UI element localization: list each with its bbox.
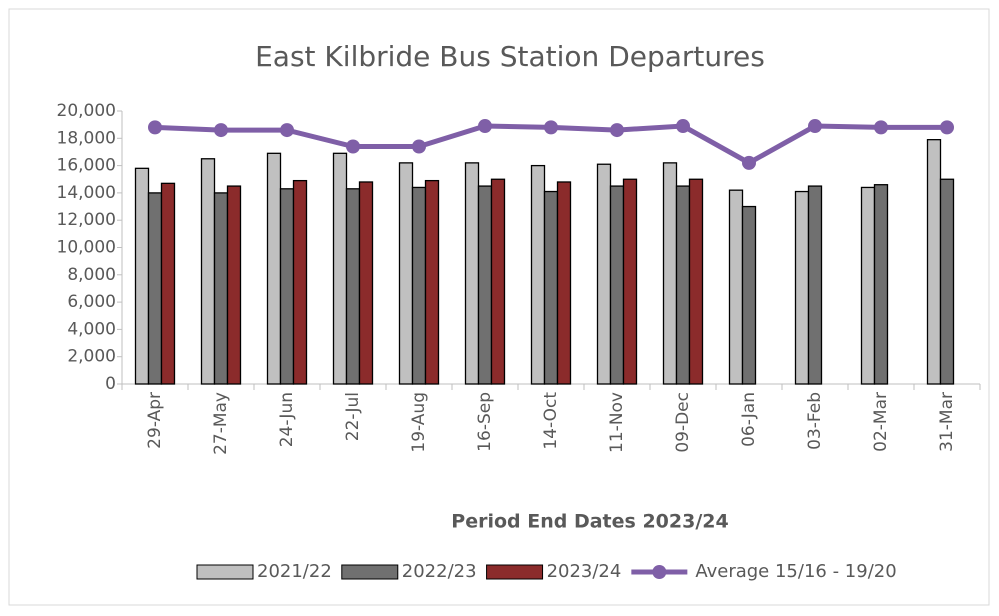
x-tick-label: 03-Feb — [805, 392, 825, 450]
x-tick-label: 06-Jan — [739, 392, 759, 447]
x-tick-label: 31-Mar — [937, 392, 957, 452]
bar — [675, 185, 691, 385]
bar — [688, 178, 704, 385]
bar — [358, 181, 374, 385]
bar — [662, 162, 678, 385]
y-tick-label: 14,000 — [57, 183, 116, 203]
bar — [609, 185, 625, 385]
bar — [147, 192, 163, 385]
line-marker — [742, 155, 756, 170]
y-tick-label: 2,000 — [67, 347, 116, 367]
bar — [200, 158, 216, 385]
bar — [728, 189, 744, 385]
bar — [134, 167, 150, 385]
bar — [160, 182, 176, 385]
line-marker — [808, 119, 822, 134]
y-tick-label: 12,000 — [57, 210, 116, 230]
x-axis-title: Period End Dates 2023/24 — [451, 511, 728, 533]
bar — [226, 185, 242, 385]
bar — [530, 164, 546, 385]
bar — [411, 186, 427, 385]
legend-swatch — [196, 564, 254, 580]
legend-label: 2022/23 — [402, 561, 477, 582]
bar — [213, 192, 229, 385]
bar — [794, 190, 810, 385]
x-tick-label: 02-Mar — [871, 392, 891, 452]
bar — [926, 139, 942, 385]
y-tick-label: 20,000 — [57, 101, 116, 121]
y-tick-label: 6,000 — [67, 292, 116, 312]
bar — [345, 188, 361, 385]
legend-swatch — [486, 564, 544, 580]
y-tick-label: 18,000 — [57, 128, 116, 148]
legend-label: 2021/22 — [257, 561, 332, 582]
x-tick-label: 11-Nov — [607, 392, 627, 453]
legend-marker — [652, 565, 667, 579]
bar — [939, 178, 955, 385]
line-marker — [610, 123, 624, 138]
x-tick-label: 14-Oct — [541, 392, 561, 450]
bar — [266, 152, 282, 385]
legend-label: 2023/24 — [547, 561, 622, 582]
line-marker — [478, 119, 492, 134]
line-marker — [148, 120, 162, 135]
line-marker — [676, 119, 690, 134]
bar — [279, 188, 295, 385]
y-tick-label: 8,000 — [67, 265, 116, 285]
y-tick-label: 4,000 — [67, 319, 116, 339]
x-tick-label: 09-Dec — [673, 392, 693, 453]
bar — [464, 162, 480, 385]
line-marker — [346, 139, 360, 154]
bar — [292, 179, 308, 385]
x-tick-label: 16-Sep — [475, 392, 495, 452]
line-marker — [214, 123, 228, 138]
x-tick-label: 27-May — [211, 392, 231, 455]
bar — [622, 178, 638, 385]
bar — [332, 152, 348, 385]
chart-title: East Kilbride Bus Station Departures — [255, 40, 765, 73]
x-tick-label: 19-Aug — [409, 392, 429, 453]
bar — [543, 190, 559, 385]
bar — [741, 205, 757, 385]
bar — [490, 178, 506, 385]
bar — [596, 163, 612, 385]
x-tick-label: 22-Jul — [343, 392, 363, 441]
bar — [556, 181, 572, 385]
line-marker — [940, 120, 954, 135]
x-tick-label: 24-Jun — [277, 392, 297, 447]
line-marker — [412, 139, 426, 154]
line-marker — [874, 120, 888, 135]
legend-label: Average 15/16 - 19/20 — [695, 561, 896, 582]
bar — [873, 184, 889, 385]
y-tick-label: 0 — [105, 374, 116, 394]
legend-swatch — [341, 564, 399, 580]
y-tick-label: 16,000 — [57, 156, 116, 176]
y-tick-label: 10,000 — [57, 238, 116, 258]
line-marker — [280, 123, 294, 138]
bar — [807, 185, 823, 385]
x-tick-label: 29-Apr — [145, 392, 165, 449]
bar — [424, 179, 440, 385]
bar — [398, 162, 414, 385]
bar — [860, 186, 876, 385]
line-marker — [544, 120, 558, 135]
bar — [477, 185, 493, 385]
